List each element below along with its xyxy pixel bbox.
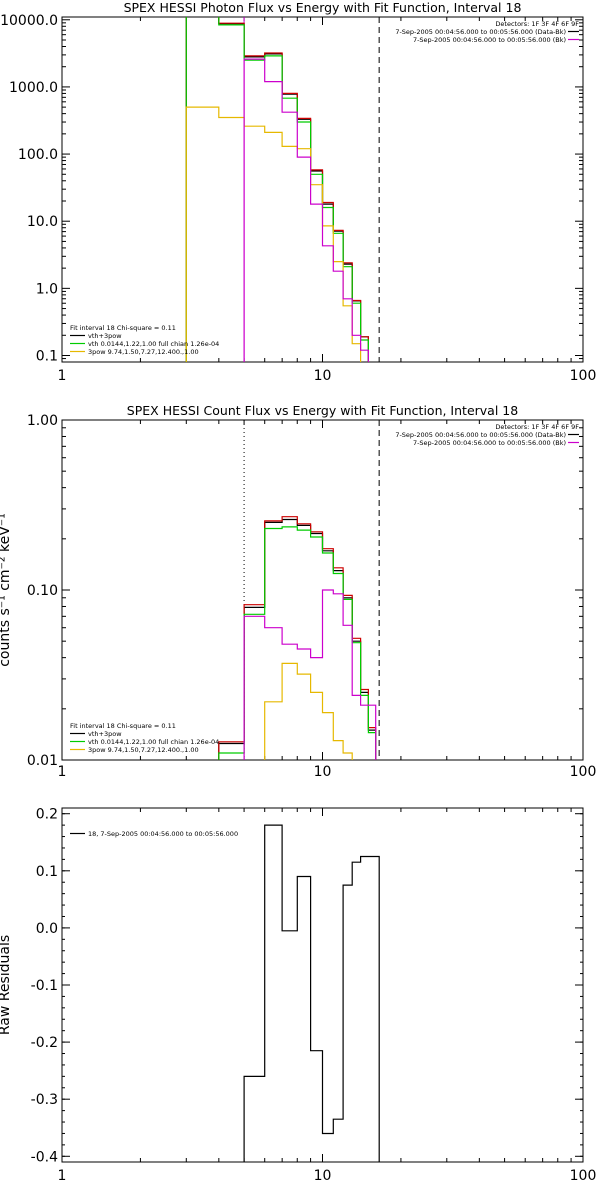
y-tick-label: 10.0 <box>27 214 58 230</box>
x-tick-label: 1 <box>58 1168 67 1184</box>
legend-label: Fit interval 18 Chi-square = 0.11 <box>70 324 176 332</box>
y-tick-label: 0.0 <box>36 921 58 937</box>
data-series-group <box>185 17 369 362</box>
chart-title: SPEX HESSI Count Flux vs Energy with Fit… <box>127 403 518 418</box>
series-line-5 <box>243 58 369 362</box>
x-tick-label: 10 <box>314 764 332 780</box>
legend-label: vth+3pow <box>88 730 122 738</box>
y-tick-label: 1.00 <box>27 413 58 429</box>
y-tick-label: 0.2 <box>36 807 58 823</box>
series-line-3 <box>185 17 369 362</box>
x-tick-label: 10 <box>314 1168 332 1184</box>
legend-label: Fit interval 18 Chi-square = 0.11 <box>70 722 176 730</box>
y-tick-label: 0.10 <box>27 583 58 599</box>
series-line-4 <box>264 662 353 760</box>
legend-label: 3pow 9.74,1.50,7.27,12.400.,1.00 <box>88 348 199 356</box>
y-tick-label: 0.01 <box>27 753 58 769</box>
panel-3: 1 10 100 0.2 0.1 0.0 -0.1 -0.2 -0.3 -0.4 Raw Resid… <box>0 807 597 1184</box>
panel-2: 1 10 100 0.01 0.10 1.00 SPEX HESSI Count Flux … <box>0 403 597 780</box>
x-tick-label: 100 <box>570 368 597 384</box>
series-line-1 <box>218 518 377 760</box>
x-tick-label: 1 <box>58 368 67 384</box>
info-label: 7-Sep-2005 00:04:56.000 to 00:05:56.000 … <box>395 431 566 439</box>
chart-title: SPEX HESSI Photon Flux vs Energy with Fi… <box>124 0 522 15</box>
x-tick-label: 100 <box>570 764 597 780</box>
y-tick-label: -0.1 <box>31 978 58 994</box>
data-series-group <box>243 824 380 1162</box>
y-tick-label: -0.4 <box>31 1149 58 1165</box>
y-axis-label: counts s⁻¹ cm⁻² keV⁻¹ <box>0 513 13 667</box>
x-tick-label: 100 <box>570 1168 597 1184</box>
legend-label: vth 0.0144,1.22,1.00 full chian 1.26e-04 <box>88 340 219 348</box>
info-label: 7-Sep-2005 00:04:56.000 to 00:05:56.000 … <box>395 28 566 36</box>
y-tick-label: -0.3 <box>31 1092 58 1108</box>
data-series-group <box>218 516 377 760</box>
x-tick-label: 10 <box>314 368 332 384</box>
x-tick-label: 1 <box>58 764 67 780</box>
legend-label: 18, 7-Sep-2005 00:04:56.000 to 00:05:56.… <box>88 830 238 838</box>
y-tick-label: 100.0 <box>18 147 58 163</box>
y-tick-label: -0.2 <box>31 1035 58 1051</box>
y-tick-label: 1000.0 <box>9 80 58 96</box>
y-tick-label: 0.1 <box>36 348 58 364</box>
y-axis-label: Raw Residuals <box>0 935 13 1035</box>
series-line-5 <box>243 589 377 760</box>
y-tick-label: 0.1 <box>36 864 58 880</box>
info-label: 7-Sep-2005 00:04:56.000 to 00:05:56.000 … <box>413 439 566 447</box>
y-tick-label: 10000.0 <box>0 13 58 29</box>
legend-label: vth+3pow <box>88 332 122 340</box>
series-line-1 <box>243 824 380 1162</box>
legend-label: vth 0.0144,1.22,1.00 full chian 1.26e-04 <box>88 738 219 746</box>
info-label: 7-Sep-2005 00:04:56.000 to 00:05:56.000 … <box>413 36 566 44</box>
y-tick-label: 1.0 <box>36 281 58 297</box>
series-line-2 <box>185 17 369 362</box>
panel-1: 1 10 100 0.1 1.0 10.0 100.0 1000.0 10000.0 SPEX H… <box>0 0 597 384</box>
series-line-4 <box>185 106 362 362</box>
series-line-3 <box>218 526 377 760</box>
series-line-2 <box>218 516 377 760</box>
legend-label: 3pow 9.74,1.50,7.27,12.400.,1.00 <box>88 746 199 754</box>
info-label: Detectors: 1F 3F 4F 6F 9F <box>495 423 579 431</box>
info-label: Detectors: 1F 3F 4F 6F 9F <box>495 20 579 28</box>
series-line-1 <box>185 17 369 362</box>
